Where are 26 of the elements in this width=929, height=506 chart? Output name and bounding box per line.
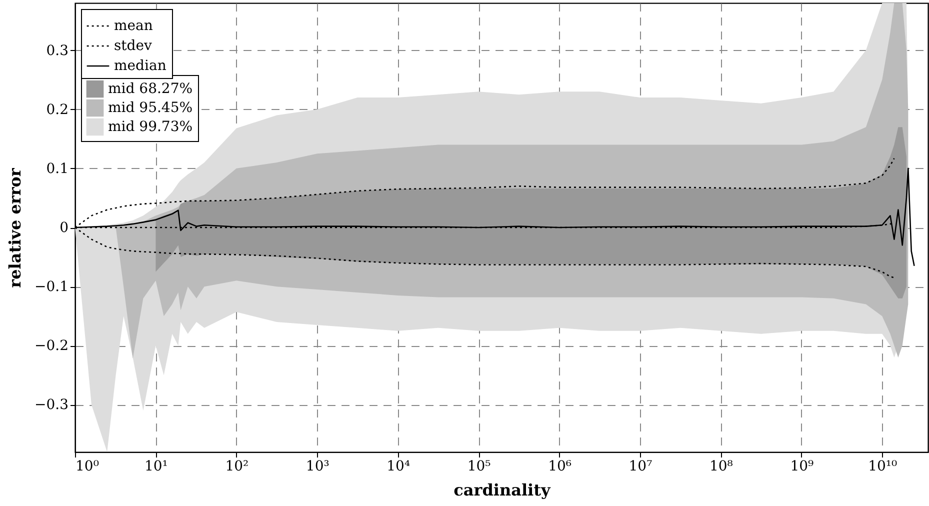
legend-label: stdev [114,38,152,54]
x-tick-label: 10¹⁰ [868,458,898,474]
x-axis-title: cardinality [454,480,552,500]
y-tick-label: 0.1 [46,160,68,177]
legend-label: mid 68.27% [108,81,193,97]
x-tick-label: 10⁴ [386,458,410,474]
x-tick-label: 10² [225,458,249,474]
x-tick-label: 10³ [306,458,330,474]
x-tick-label: 10⁹ [790,458,814,474]
x-tick-label: 10⁵ [467,458,492,474]
legend-label: mean [114,18,153,34]
y-axis-title: relative error [6,168,24,288]
y-tick-label: −0.1 [34,279,68,296]
y-tick-label: 0.3 [46,42,68,59]
legend-label: mid 99.73% [108,119,193,135]
y-tick-label: −0.2 [34,338,68,354]
x-tick-label: 10⁸ [709,458,734,474]
x-tick-label: 10⁶ [548,458,572,474]
x-tick-label: 10⁰ [76,458,100,474]
x-tick-label: 10¹ [144,458,168,474]
x-tick-label: 10⁷ [628,458,653,474]
y-tick-label: 0.2 [46,102,68,118]
y-tick-label: −0.3 [34,397,68,414]
y-tick-label: 0 [60,220,68,236]
legend-label: median [114,58,166,74]
legend-label: mid 95.45% [108,100,193,116]
